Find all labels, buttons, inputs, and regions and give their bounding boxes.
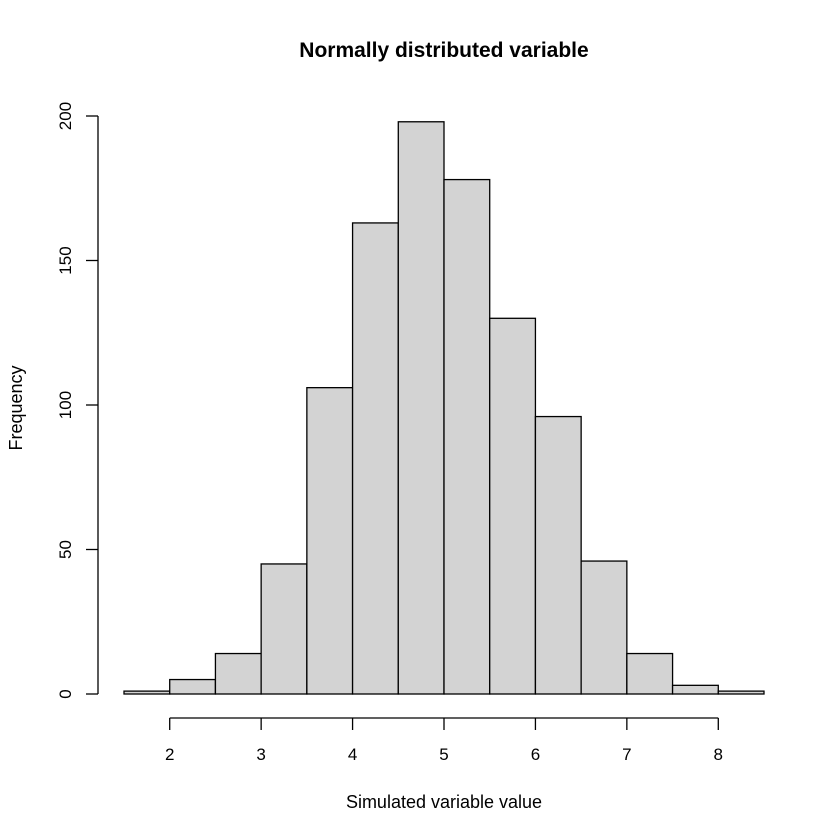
- y-axis: 0 50 100 150 200: [56, 102, 99, 699]
- x-tick-label: 3: [256, 745, 265, 764]
- histogram-bar: [443, 178, 491, 695]
- y-tick-label: 200: [56, 102, 75, 130]
- histogram-bar: [489, 317, 537, 695]
- bars-group: [123, 121, 765, 695]
- histogram-bar: [626, 652, 674, 695]
- x-tick-label: 8: [714, 745, 723, 764]
- histogram-bar: [169, 678, 217, 695]
- histogram-bar: [214, 652, 262, 695]
- y-tick-label: 50: [56, 540, 75, 559]
- histogram-bar: [397, 121, 445, 695]
- histogram-bar: [123, 690, 171, 695]
- y-tick-label: 100: [56, 391, 75, 419]
- histogram-bar: [351, 222, 399, 695]
- histogram-bar: [260, 563, 308, 695]
- x-tick-label: 5: [439, 745, 448, 764]
- x-tick-label: 2: [165, 745, 174, 764]
- y-axis-title: Frequency: [6, 365, 26, 450]
- histogram-bar: [580, 560, 628, 695]
- x-axis: 2 3 4 5 6 7 8: [165, 717, 723, 764]
- x-tick-label: 6: [531, 745, 540, 764]
- histogram-bar: [534, 415, 582, 695]
- x-axis-title: Simulated variable value: [346, 792, 542, 812]
- histogram-bar: [717, 690, 765, 695]
- histogram-bar: [671, 684, 719, 695]
- x-tick-label: 7: [622, 745, 631, 764]
- chart-title: Normally distributed variable: [299, 39, 588, 62]
- y-tick-label: 150: [56, 246, 75, 274]
- histogram-bar: [306, 387, 354, 695]
- y-tick-label: 0: [56, 689, 75, 698]
- x-tick-label: 4: [348, 745, 357, 764]
